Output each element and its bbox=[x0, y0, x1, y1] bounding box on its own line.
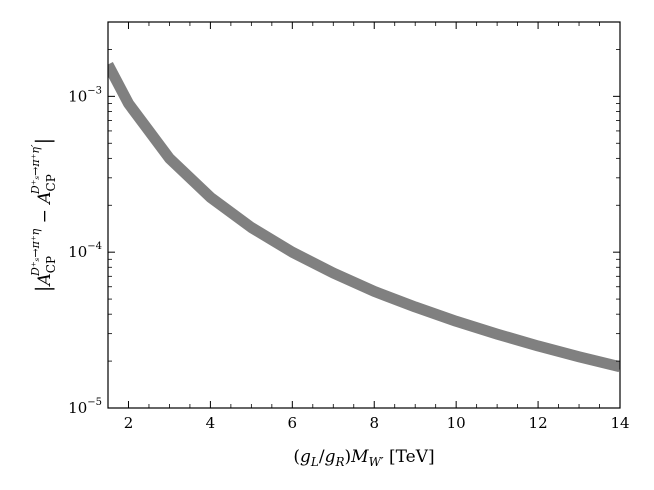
plot-frame bbox=[107, 21, 621, 409]
x-tick-label: 12 bbox=[529, 414, 548, 432]
x-tick-label: 4 bbox=[206, 414, 216, 432]
y-tick-label: 10−5 bbox=[68, 397, 102, 417]
x-tick-label: 6 bbox=[288, 414, 298, 432]
y-tick-label: 10−4 bbox=[68, 241, 102, 261]
x-tick-label: 14 bbox=[610, 414, 629, 432]
x-tick-label: 8 bbox=[369, 414, 379, 432]
x-axis-label: (gL/gR)MW′ [TeV] bbox=[293, 447, 434, 469]
x-tick-label: 10 bbox=[447, 414, 466, 432]
x-tick-label: 2 bbox=[124, 414, 134, 432]
series-line-0 bbox=[108, 61, 620, 373]
y-axis-label: |ACPD⁺ₛ→π⁺η − ACPD⁺ₛ→π⁺η′| bbox=[29, 138, 58, 293]
y-tick-label: 10−3 bbox=[68, 85, 102, 105]
